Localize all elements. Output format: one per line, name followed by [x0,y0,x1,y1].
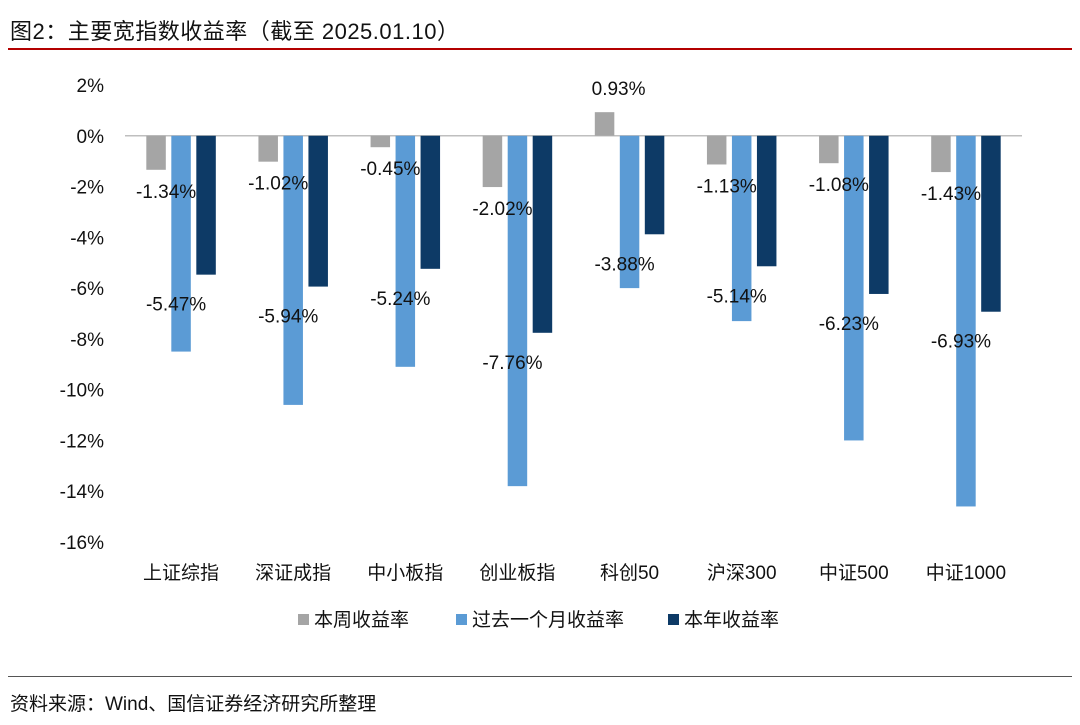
y-tick-label: -14% [60,482,104,503]
data-label-weekly: -1.34% [136,182,196,203]
bar-ytd [981,135,1001,312]
legend-swatch [456,614,467,625]
chart-title: 图2：主要宽指数收益率（截至 2025.01.10） [10,19,460,44]
data-label-weekly: -0.45% [360,159,420,180]
legend-swatch [298,614,309,625]
legend-label: 过去一个月收益率 [472,609,624,631]
bar-weekly [258,135,278,162]
data-label-ytd: -5.24% [370,289,430,310]
legend-swatch [668,614,679,625]
y-tick-label: -16% [60,533,104,554]
bar-ytd [869,135,889,294]
bar-ytd [420,135,441,269]
bar-monthly [619,135,640,289]
y-tick-label: -10% [60,381,104,402]
bar-weekly [931,135,951,173]
bar-ytd [756,135,777,267]
category-label: 中小板指 [367,562,443,584]
bar-ytd [196,135,216,275]
data-label-ytd: -5.14% [707,286,767,307]
title-divider [8,48,1072,50]
y-tick-label: -6% [70,279,104,300]
bar-monthly [956,135,976,507]
y-tick-label: 2% [77,76,105,97]
legend-label: 本周收益率 [314,609,409,631]
bar-weekly [370,135,391,148]
bar-monthly [731,135,752,322]
legend-label: 本年收益率 [684,609,779,631]
bar-monthly [844,135,864,441]
data-label-ytd: -5.94% [258,307,318,328]
data-label-ytd: -6.93% [931,332,991,353]
bar-weekly [482,135,503,188]
bar-monthly [171,135,191,352]
category-label: 中证500 [819,562,889,584]
data-label-ytd: -6.23% [819,314,879,335]
bar-weekly [594,112,615,136]
bar-weekly [706,135,727,165]
data-label-ytd: -3.88% [594,254,654,275]
category-label: 创业板指 [479,562,555,584]
y-tick-label: 0% [77,127,105,148]
bar-ytd [308,135,328,287]
bar-ytd [532,135,553,333]
bar-weekly [819,135,839,164]
bar-ytd [644,135,665,235]
data-label-weekly: -2.02% [472,199,532,220]
category-label: 中证1000 [926,562,1006,584]
bar-weekly [146,135,166,170]
data-label-weekly: -1.08% [809,175,869,196]
category-label: 科创50 [600,562,659,584]
bar-monthly [395,135,416,367]
footer-divider [8,676,1072,677]
y-tick-label: -2% [70,178,104,199]
data-label-ytd: -7.76% [482,353,542,374]
y-tick-label: -8% [70,330,104,351]
data-label-ytd: -5.47% [146,295,206,316]
y-tick-label: -4% [70,228,104,249]
category-label: 深证成指 [255,562,331,584]
bar-monthly [507,135,528,487]
y-tick-label: -12% [60,431,104,452]
category-label: 沪深300 [707,562,777,584]
data-label-weekly: -1.13% [697,176,757,197]
data-label-weekly: -1.02% [248,174,308,195]
data-label-weekly: -1.43% [921,184,981,205]
bar-chart: 2% 0% -2% -4% -6% -8% -10% -12% -14% -16% -1.34% -5… [60,76,1022,631]
source-note: 资料来源：Wind、国信证券经济研究所整理 [10,694,377,715]
data-label-weekly: 0.93% [592,79,646,100]
category-label: 上证综指 [143,562,219,584]
bar-monthly [283,135,303,405]
